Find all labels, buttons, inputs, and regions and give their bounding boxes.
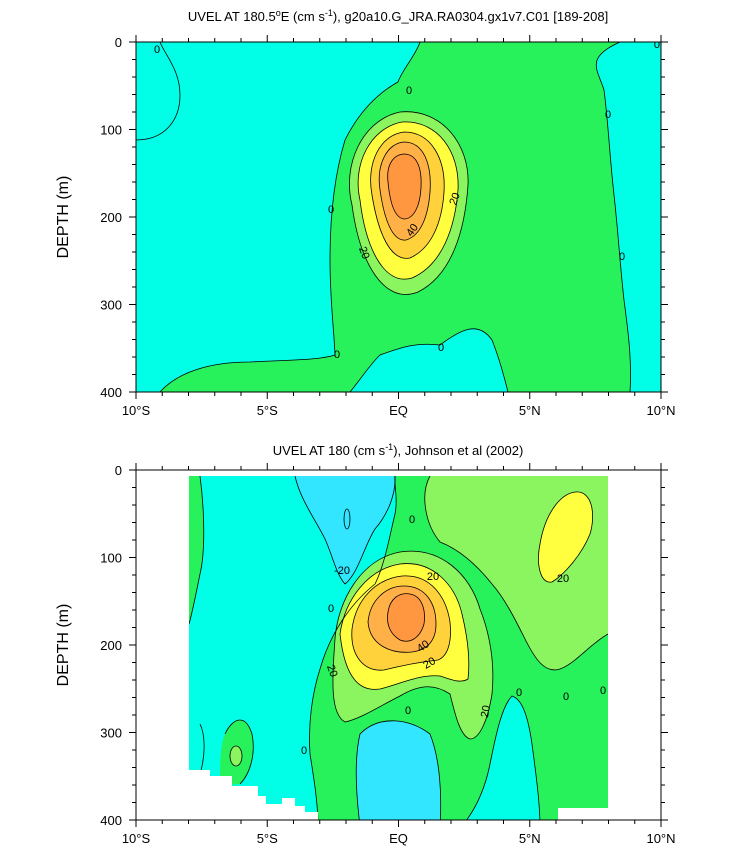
- y-tick-label: 0: [115, 463, 122, 478]
- top-clabel: 0: [438, 342, 444, 354]
- bottom-y-axis-label: DEPTH (m): [55, 604, 72, 687]
- bottom-clabel: 20: [421, 655, 438, 672]
- top-clabel: 20: [356, 245, 371, 261]
- y-tick-label: 400: [100, 385, 122, 400]
- bottom-clabel: 0: [516, 687, 522, 699]
- top-chart: UVEL AT 180.5oE (cm s-1), g20a10.G_JRA.R…: [55, 8, 676, 418]
- top-clabel: 0: [334, 349, 340, 361]
- x-tick-label: 5°N: [519, 403, 541, 418]
- bottom-contour-labels: 0 -20 0 20 40 20 20 0 0 0 20 0 20 0: [301, 514, 606, 757]
- bottom-clabel: -20: [334, 565, 350, 577]
- bottom-fill-strong-neg-deep: [356, 720, 441, 820]
- top-clabel: 0: [406, 85, 412, 97]
- bottom-blob: [344, 509, 350, 529]
- x-tick-label: 5°S: [257, 403, 278, 418]
- y-tick-label: 100: [100, 551, 122, 566]
- bottom-clabel: 20: [427, 571, 439, 583]
- top-clabel: 0: [654, 39, 660, 51]
- x-tick-label: 10°N: [646, 403, 675, 418]
- y-tick-label: 200: [100, 210, 122, 225]
- y-tick-label: 100: [100, 123, 122, 138]
- bottom-clabel: 20: [479, 704, 493, 718]
- top-fill-50-60: [387, 154, 422, 219]
- top-clabel: 40: [404, 222, 421, 239]
- y-tick-label: 0: [115, 35, 122, 50]
- y-tick-label: 400: [100, 813, 122, 828]
- top-clabel: 20: [447, 191, 462, 207]
- x-tick-label: 10°S: [122, 403, 151, 418]
- top-clabel: 0: [154, 44, 160, 56]
- y-tick-label: 300: [100, 298, 122, 313]
- bottom-clabel: 0: [563, 691, 569, 703]
- bottom-contour-lines: [189, 476, 608, 820]
- x-tick-label: 5°S: [257, 831, 278, 846]
- x-tick-label: EQ: [389, 831, 408, 846]
- bottom-chart-title: UVEL AT 180 (cm s-1), Johnson et al (200…: [273, 442, 524, 458]
- bottom-fill-50-60: [387, 593, 425, 642]
- top-contour-labels: 0 0 0 0 0 0 0 20 20 40 0: [154, 39, 660, 361]
- bottom-fill-east-20-30: [538, 491, 593, 583]
- bottom-contour-field: 0 -20 0 20 40 20 20 0 0 0 20 0 20 0: [189, 476, 608, 820]
- top-y-axis-label: DEPTH (m): [55, 176, 72, 259]
- top-clabel: 0: [328, 204, 334, 216]
- x-tick-label: EQ: [389, 403, 408, 418]
- bottom-fill-west-pos: [189, 476, 204, 624]
- bottom-clabel: 0: [600, 685, 606, 697]
- bottom-clabel: 0: [409, 514, 415, 526]
- top-chart-title: UVEL AT 180.5oE (cm s-1), g20a10.G_JRA.R…: [188, 8, 608, 24]
- bottom-clabel: 0: [301, 745, 307, 757]
- top-negative-west: [136, 42, 420, 392]
- bottom-chart: UVEL AT 180 (cm s-1), Johnson et al (200…: [0, 434, 732, 868]
- bottom-clabel: 20: [557, 573, 569, 585]
- top-clabel: 0: [619, 251, 625, 263]
- top-negative-east: [596, 42, 661, 392]
- bottom-blob: [230, 746, 242, 766]
- x-tick-label: 10°N: [646, 831, 675, 846]
- bottom-fill-strong-neg: [295, 476, 396, 584]
- top-clabel: 0: [605, 109, 611, 121]
- top-contour-field: 0 0 0 0 0 0 0 20 20 40 0: [136, 39, 661, 392]
- bottom-chart-svg: UVEL AT 180 (cm s-1), Johnson et al (200…: [55, 442, 676, 846]
- top-negative-bottom: [350, 328, 508, 392]
- bottom-clabel: 40: [415, 638, 432, 655]
- y-tick-label: 200: [100, 638, 122, 653]
- top-contour-lines: [136, 42, 631, 392]
- bottom-clabel: 20: [324, 663, 339, 679]
- bottom-clabel: 0: [328, 603, 334, 615]
- bottom-clabel: 0: [405, 705, 411, 717]
- x-tick-label: 10°S: [122, 831, 151, 846]
- y-tick-label: 300: [100, 726, 122, 741]
- x-tick-label: 5°N: [519, 831, 541, 846]
- top-chart-svg: UVEL AT 180.5oE (cm s-1), g20a10.G_JRA.R…: [55, 8, 676, 418]
